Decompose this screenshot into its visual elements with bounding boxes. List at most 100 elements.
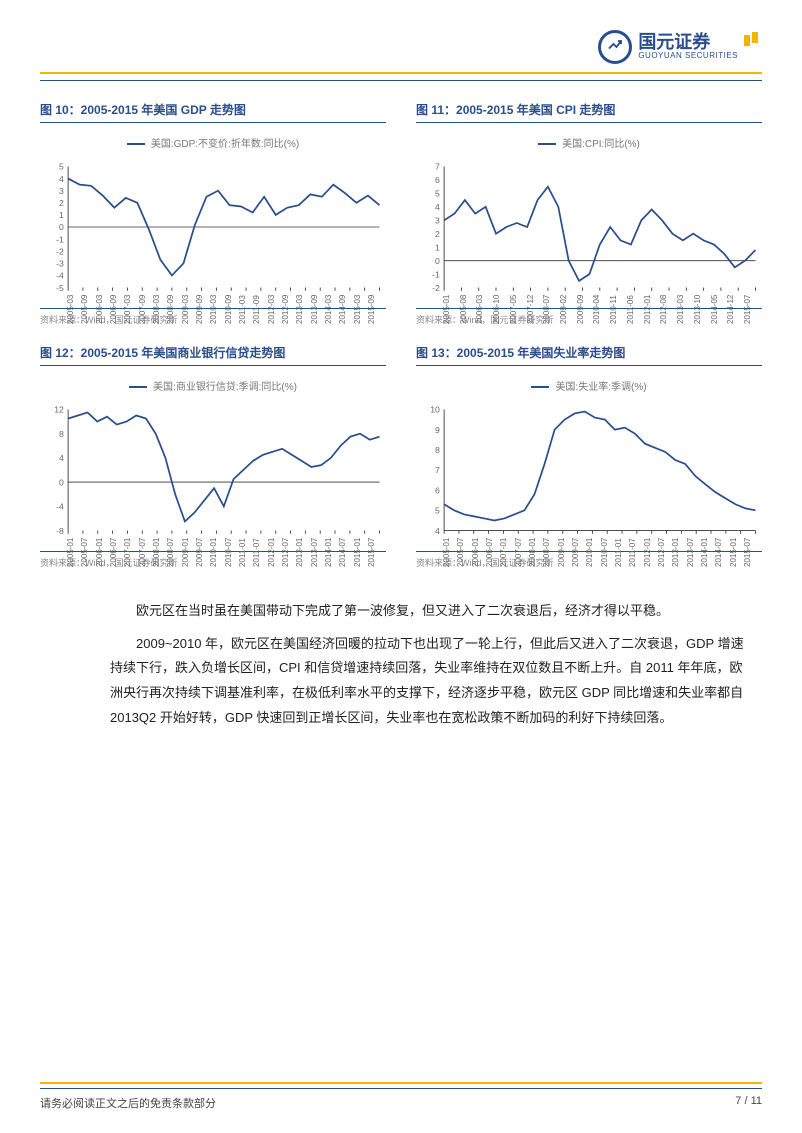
x-tick-label: 2012-01 xyxy=(643,547,652,567)
x-tick-label: 2010-09 xyxy=(224,304,233,324)
x-tick-label: 2005-01 xyxy=(66,547,75,567)
x-tick-label: 2011-03 xyxy=(238,304,247,324)
svg-text:-1: -1 xyxy=(56,234,64,244)
svg-text:4: 4 xyxy=(59,174,64,184)
svg-text:2: 2 xyxy=(435,229,440,239)
x-tick-label: 2012-09 xyxy=(281,304,290,324)
chart-block: 图 12：2005-2015 年美国商业银行信贷走势图美国:商业银行信贷:季调:… xyxy=(40,344,386,569)
logo-accent-icon xyxy=(744,32,762,50)
x-tick-label: 2010-01 xyxy=(585,547,594,567)
x-tick-label: 2006-01 xyxy=(95,547,104,567)
x-tick-label: 2007-05 xyxy=(509,304,518,324)
chart-block: 图 11：2005-2015 年美国 CPI 走势图美国:CPI:同比(%) 7 6… xyxy=(416,101,762,326)
x-tick-label: 2007-01 xyxy=(123,547,132,567)
x-tick-label: 2012-01 xyxy=(267,547,276,567)
x-tick-label: 2013-10 xyxy=(693,304,702,324)
x-tick-label: 2013-01 xyxy=(671,547,680,567)
x-tick-label: 2009-09 xyxy=(195,304,204,324)
divider-primary xyxy=(40,80,762,81)
x-tick-label: 2015-01 xyxy=(353,547,362,567)
svg-text:8: 8 xyxy=(59,429,64,439)
x-tick-label: 2009-01 xyxy=(181,547,190,567)
x-tick-label: 2006-03 xyxy=(95,304,104,324)
x-tick-label: 2015-09 xyxy=(367,304,376,324)
footer: 请务必阅读正文之后的免责条款部分 7 / 11 xyxy=(40,1082,762,1111)
chart-grid: 图 10：2005-2015 年美国 GDP 走势图美国:GDP:不变价:折年数… xyxy=(40,101,762,569)
x-tick-label: 2011-06 xyxy=(626,304,635,324)
svg-text:-4: -4 xyxy=(56,502,64,512)
x-tick-label: 2012-01 xyxy=(643,304,652,324)
paragraph: 2009~2010 年，欧元区在美国经济回暖的拉动下也出现了一轮上行，但此后又进… xyxy=(110,632,752,731)
x-tick-label: 2008-01 xyxy=(528,547,537,567)
svg-text:10: 10 xyxy=(430,405,440,415)
x-tick-label: 2015-07 xyxy=(743,547,752,567)
chart-block: 图 10：2005-2015 年美国 GDP 走势图美国:GDP:不变价:折年数… xyxy=(40,101,386,326)
x-tick-label: 2015-07 xyxy=(743,304,752,324)
x-tick-label: 2009-03 xyxy=(181,304,190,324)
x-tick-label: 2005-01 xyxy=(442,304,451,324)
x-tick-label: 2014-07 xyxy=(338,547,347,567)
x-tick-label: 2011-01 xyxy=(238,547,247,567)
x-tick-label: 2010-07 xyxy=(224,547,233,567)
x-tick-label: 2008-07 xyxy=(542,304,551,324)
chart-legend: 美国:CPI:同比(%) xyxy=(416,129,762,152)
x-tick-label: 2010-03 xyxy=(209,304,218,324)
x-tick-label: 2011-07 xyxy=(252,547,261,567)
x-tick-label: 2007-07 xyxy=(138,547,147,567)
x-tick-label: 2013-07 xyxy=(310,547,319,567)
svg-text:9: 9 xyxy=(435,425,440,435)
svg-text:-2: -2 xyxy=(432,283,440,293)
x-tick-label: 2005-08 xyxy=(459,304,468,324)
svg-text:-2: -2 xyxy=(56,246,64,256)
x-tick-label: 2014-01 xyxy=(700,547,709,567)
x-tick-label: 2012-08 xyxy=(659,304,668,324)
svg-text:6: 6 xyxy=(435,485,440,495)
x-tick-label: 2008-01 xyxy=(152,547,161,567)
footer-disclaimer: 请务必阅读正文之后的免责条款部分 xyxy=(40,1095,216,1111)
x-tick-label: 2005-01 xyxy=(442,547,451,567)
x-tick-label: 2015-07 xyxy=(367,547,376,567)
x-tick-label: 2013-03 xyxy=(676,304,685,324)
chart-svg: 10987654 xyxy=(416,395,762,545)
chart-svg: 76543210-1-2 xyxy=(416,152,762,302)
x-tick-label: 2012-03 xyxy=(267,304,276,324)
footer-page: 7 / 11 xyxy=(735,1095,762,1111)
x-tick-label: 2010-07 xyxy=(600,547,609,567)
svg-text:-5: -5 xyxy=(56,283,64,293)
x-tick-label: 2010-01 xyxy=(209,547,218,567)
chart-svg: 543210-1-2-3-4-5 xyxy=(40,152,386,302)
x-tick-label: 2006-03 xyxy=(475,304,484,324)
x-tick-label: 2008-07 xyxy=(166,547,175,567)
svg-text:0: 0 xyxy=(435,256,440,266)
svg-text:4: 4 xyxy=(435,202,440,212)
svg-text:7: 7 xyxy=(435,162,440,172)
x-tick-label: 2008-09 xyxy=(166,304,175,324)
x-tick-label: 2014-05 xyxy=(710,304,719,324)
x-tick-label: 2009-07 xyxy=(195,547,204,567)
x-tick-label: 2006-09 xyxy=(109,304,118,324)
company-name-cn: 国元证券 xyxy=(638,33,738,51)
x-tick-label: 2014-12 xyxy=(726,304,735,324)
x-tick-label: 2015-01 xyxy=(729,547,738,567)
chart-area: 美国:商业银行信贷:季调:同比(%)12840-4-82005-012005-0… xyxy=(40,372,386,552)
svg-text:4: 4 xyxy=(59,453,64,463)
svg-text:1: 1 xyxy=(435,242,440,252)
x-tick-label: 2007-03 xyxy=(123,304,132,324)
svg-text:7: 7 xyxy=(435,465,440,475)
svg-text:4: 4 xyxy=(435,526,440,536)
x-tick-label: 2008-07 xyxy=(542,547,551,567)
x-tick-label: 2013-09 xyxy=(310,304,319,324)
svg-text:3: 3 xyxy=(59,186,64,196)
chart-area: 美国:GDP:不变价:折年数:同比(%)543210-1-2-3-4-52005… xyxy=(40,129,386,309)
chart-legend: 美国:GDP:不变价:折年数:同比(%) xyxy=(40,129,386,152)
x-tick-label: 2013-07 xyxy=(686,547,695,567)
x-tick-label: 2014-09 xyxy=(338,304,347,324)
chart-title: 图 11：2005-2015 年美国 CPI 走势图 xyxy=(416,101,762,123)
chart-area: 美国:失业率:季调(%)109876542005-012005-072006-0… xyxy=(416,372,762,552)
chart-svg: 12840-4-8 xyxy=(40,395,386,545)
svg-text:5: 5 xyxy=(435,506,440,516)
svg-text:6: 6 xyxy=(435,175,440,185)
svg-text:12: 12 xyxy=(54,405,64,415)
svg-text:5: 5 xyxy=(435,189,440,199)
chart-legend: 美国:失业率:季调(%) xyxy=(416,372,762,395)
